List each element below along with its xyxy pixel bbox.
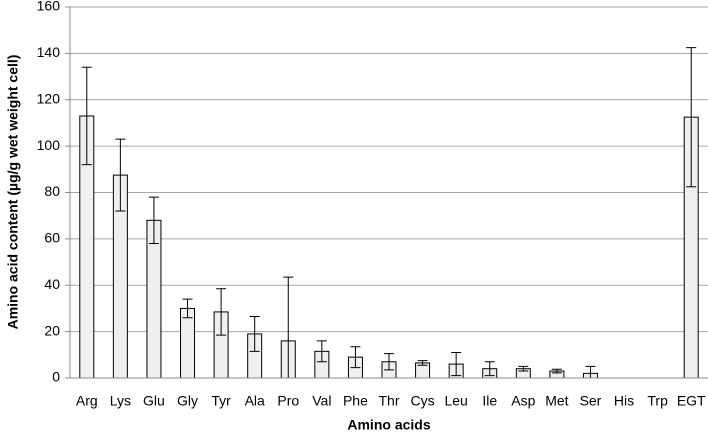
error-bar	[350, 346, 361, 369]
error-bar	[484, 361, 495, 377]
y-tick-label: 20	[44, 322, 60, 338]
y-tick-label: 140	[37, 44, 61, 60]
x-tick-label: Leu	[444, 393, 467, 409]
error-bar	[249, 316, 260, 352]
x-tick-label: Ala	[245, 393, 265, 409]
error-bar	[384, 353, 394, 371]
x-tick-label: Thr	[379, 393, 400, 409]
error-bar	[551, 368, 562, 374]
error-bar	[115, 138, 126, 212]
x-tick-label: Tyr	[211, 393, 231, 409]
x-tick-label: Asp	[511, 393, 535, 409]
x-tick-label: Arg	[76, 393, 98, 409]
error-bar	[216, 288, 227, 336]
y-tick-label: 100	[37, 137, 61, 153]
y-tick-label: 120	[37, 90, 61, 106]
x-tick-label: EGT	[677, 393, 706, 409]
y-tick-label: 80	[44, 183, 60, 199]
error-bar	[686, 47, 697, 188]
x-tick-label: Lys	[110, 393, 131, 409]
y-tick-label: 40	[44, 276, 60, 292]
x-tick-label: Phe	[343, 393, 368, 409]
x-tick-label: Ile	[482, 393, 497, 409]
y-tick-label: 160	[37, 0, 61, 14]
error-bar	[417, 360, 428, 366]
x-tick-label: Met	[545, 393, 568, 409]
error-bar	[81, 66, 92, 166]
x-tick-label: Ser	[580, 393, 602, 409]
error-bar	[182, 298, 193, 319]
y-tick-label: 60	[44, 230, 60, 246]
x-tick-label: Gly	[177, 393, 198, 409]
x-tick-label: His	[614, 393, 634, 409]
x-tick-label: Trp	[647, 393, 668, 409]
x-tick-label: Val	[312, 393, 331, 409]
error-bar	[518, 365, 529, 372]
x-tick-label: Glu	[143, 393, 165, 409]
x-tick-label: Cys	[411, 393, 435, 409]
bar	[180, 307, 196, 379]
x-axis-label: Amino acids	[347, 417, 430, 433]
x-tick-label: Pro	[277, 393, 299, 409]
y-tick-label: 0	[52, 369, 60, 385]
y-axis-label: Amino acid content (µg/g wet weight cell…	[5, 55, 21, 330]
error-bar	[451, 351, 462, 377]
error-bar	[316, 340, 327, 363]
error-bar	[148, 196, 159, 245]
